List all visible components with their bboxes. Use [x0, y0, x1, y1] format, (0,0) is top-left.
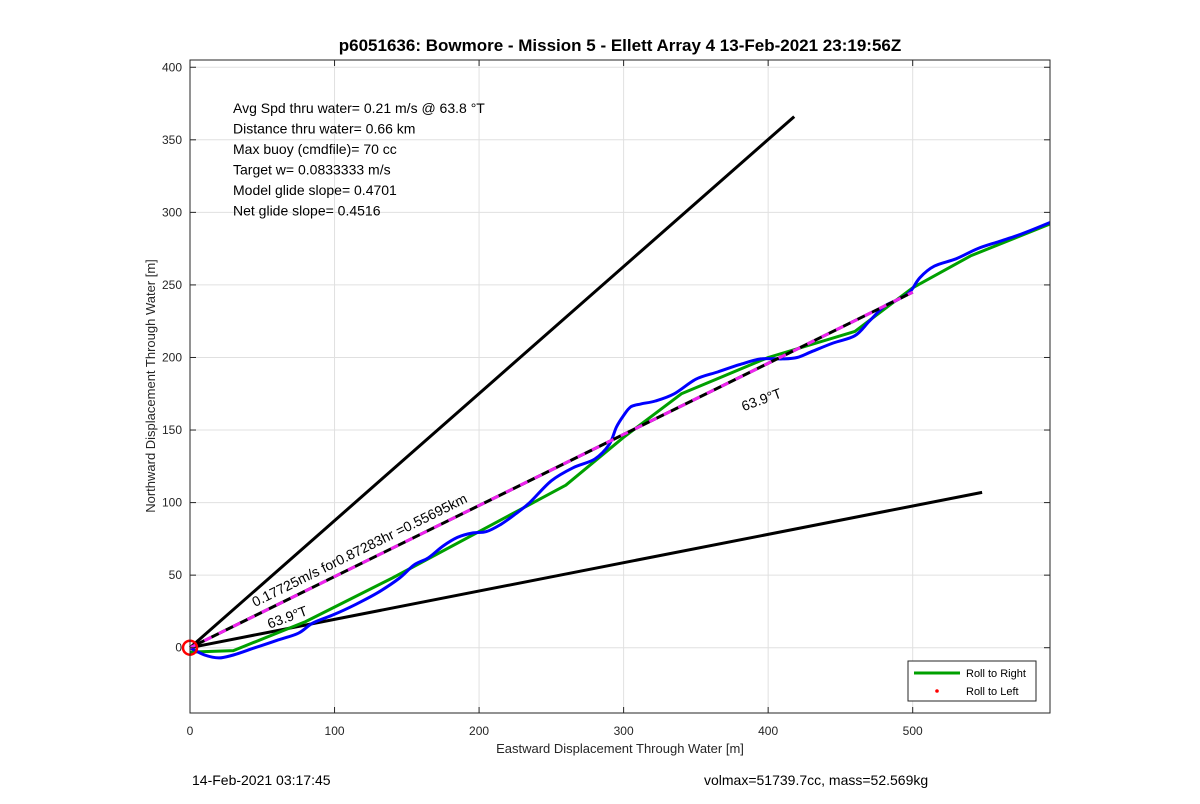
grid [189, 60, 1050, 713]
upper-bound-line [189, 115, 796, 649]
y-tick-label: 400 [162, 60, 182, 74]
y-tick-label: 50 [169, 568, 183, 582]
x-axis-label: Eastward Displacement Through Water [m] [496, 741, 744, 756]
y-tick-label: 200 [162, 350, 182, 364]
x-tick-label: 300 [614, 724, 634, 738]
chart-title: p6051636: Bowmore - Mission 5 - Ellett A… [339, 36, 902, 55]
footer-timestamp: 14-Feb-2021 03:17:45 [192, 772, 331, 788]
x-tick-label: 400 [758, 724, 778, 738]
x-tick-label: 500 [903, 724, 923, 738]
x-tick-label: 200 [469, 724, 489, 738]
plot-area [190, 60, 1050, 713]
plot-frame [189, 59, 1051, 714]
stat-line: Avg Spd thru water= 0.21 m/s @ 63.8 °T [233, 100, 485, 116]
series-layer [181, 115, 1051, 660]
legend: Roll to Right Roll to Left [907, 660, 1037, 702]
y-tick-label: 150 [162, 423, 182, 437]
stat-line: Distance thru water= 0.66 km [233, 121, 415, 137]
x-tick-label: 100 [325, 724, 345, 738]
net-line-magenta-dashes [189, 290, 914, 650]
lower-bound-line [189, 490, 983, 650]
x-tick-label: 0 [187, 724, 194, 738]
stat-line: Model glide slope= 0.4701 [233, 182, 397, 198]
y-axis-label: Northward Displacement Through Water [m] [143, 259, 158, 513]
y-tick-label: 300 [162, 205, 182, 219]
legend-swatch-dot [935, 689, 939, 693]
legend-label: Roll to Left [966, 686, 1019, 698]
legend-label: Roll to Right [966, 668, 1026, 680]
y-tick-label: 250 [162, 278, 182, 292]
tick-layer: 0 100 200 300 400 500 0 50 100 150 200 250 300 350 400 [162, 60, 1050, 738]
stat-line: Target w= 0.0833333 m/s [233, 162, 391, 178]
stat-line: Net glide slope= 0.4516 [233, 203, 381, 219]
legend-box [907, 660, 1037, 702]
y-tick-label: 350 [162, 133, 182, 147]
y-tick-label: 100 [162, 496, 182, 510]
y-tick-label: 0 [175, 641, 182, 655]
footer-volmax-mass: volmax=51739.7cc, mass=52.569kg [704, 772, 929, 788]
stats-block: Avg Spd thru water= 0.21 m/s @ 63.8 °T Di… [233, 100, 485, 219]
stat-line: Max buoy (cmdfile)= 70 cc [233, 141, 397, 157]
